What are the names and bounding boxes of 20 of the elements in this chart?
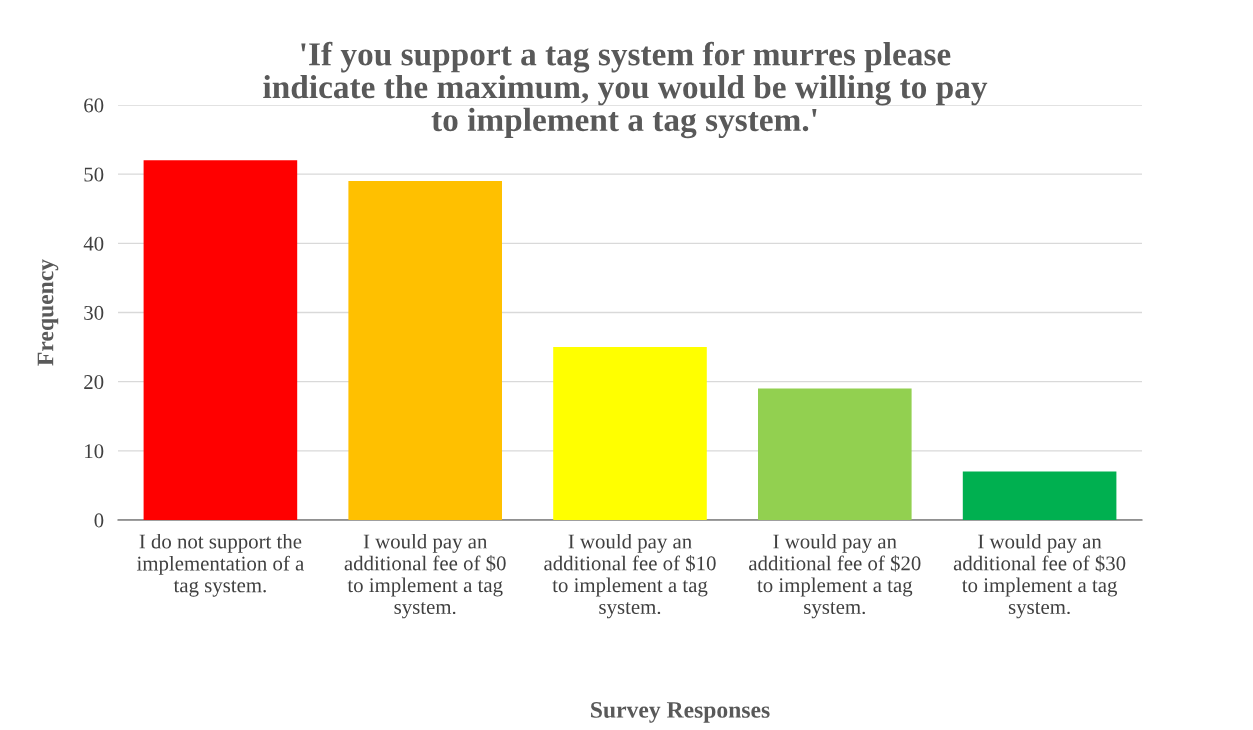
bar	[143, 160, 298, 520]
y-tick-label: 30	[84, 305, 104, 320]
y-tick-label: 60	[84, 98, 104, 113]
x-tick-label: I do not support the implementation of a tag system.	[136, 533, 304, 597]
chart-title: 'If you support a tag system for murres please indicate the maximum, you would be willing to pay to implement a tag system.'	[263, 41, 988, 139]
y-tick-label: 0	[94, 513, 104, 528]
x-tick-label: I would pay an additional fee of $30 to implement a tag system.	[953, 533, 1126, 619]
y-tick-label: 40	[83, 236, 104, 251]
y-axis-title: Frequency	[37, 259, 59, 366]
y-tick-label: 50	[84, 167, 104, 182]
x-axis-title: Survey Responses	[591, 701, 770, 723]
y-tick-label: 20	[84, 375, 104, 390]
y-tick-label: 10	[85, 444, 104, 459]
x-tick-label: I would pay an additional fee of $20 to implement a tag system.	[749, 533, 921, 619]
bar	[348, 181, 502, 520]
x-tick-label: I would pay an additional fee of $0 to implement a tag system.	[344, 533, 506, 619]
x-tick-label: I would pay an additional fee of $10 to implement a tag system.	[544, 533, 716, 619]
bar	[553, 347, 707, 520]
bar	[758, 388, 912, 520]
bar	[962, 471, 1117, 520]
